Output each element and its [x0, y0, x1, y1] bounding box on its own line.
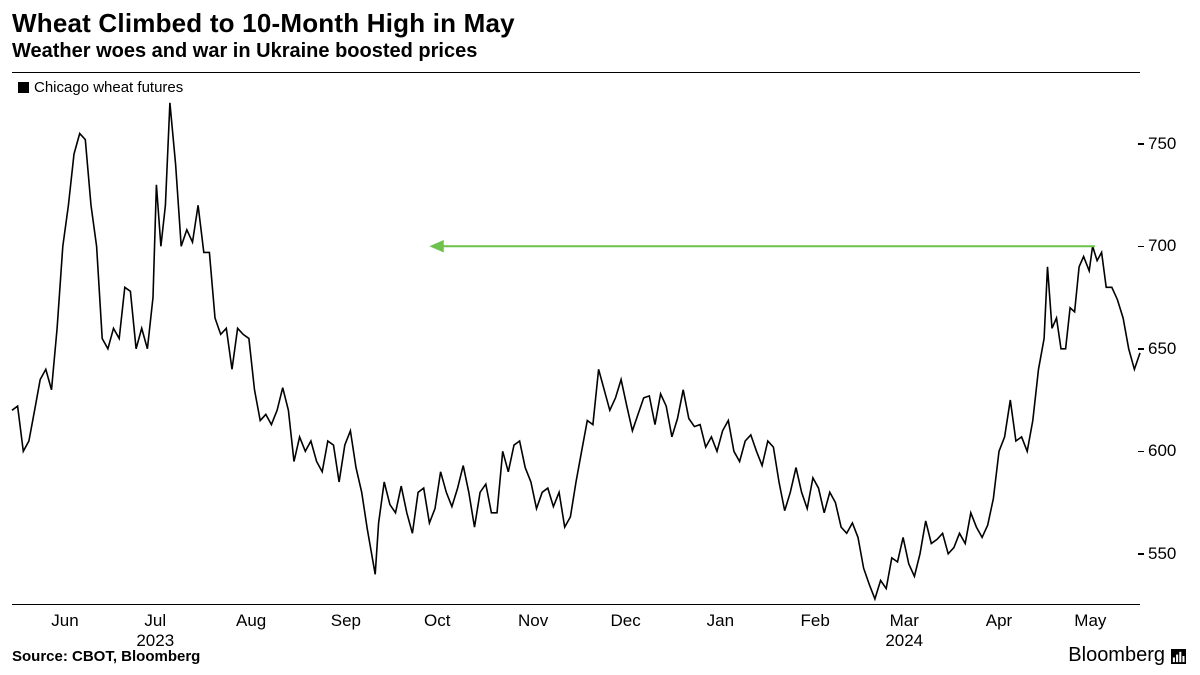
y-tick-label: 700 [1148, 236, 1176, 256]
y-tick [1138, 451, 1144, 453]
legend: Chicago wheat futures [14, 78, 187, 97]
x-year-label: 2024 [885, 631, 923, 651]
x-month-label: Feb [800, 611, 829, 631]
x-month-label: Dec [611, 611, 641, 631]
plot-area [12, 72, 1140, 605]
brand-icon [1171, 649, 1186, 664]
brand-label: Bloomberg [1068, 644, 1165, 667]
y-tick [1138, 553, 1144, 555]
chart-subtitle: Weather woes and war in Ukraine boosted … [12, 40, 477, 63]
y-tick [1138, 143, 1144, 145]
brand: Bloomberg [1068, 644, 1186, 667]
source-text: Source: CBOT, Bloomberg [12, 648, 200, 665]
y-tick-label: 550 [1148, 544, 1176, 564]
annotation-arrow [12, 72, 1140, 605]
x-month-label: Aug [236, 611, 266, 631]
y-tick [1138, 348, 1144, 350]
x-month-label: Sep [331, 611, 361, 631]
chart-title: Wheat Climbed to 10-Month High in May [12, 8, 515, 39]
x-month-label: Mar [890, 611, 919, 631]
y-tick [1138, 246, 1144, 248]
legend-swatch [18, 82, 29, 93]
x-month-label: May [1074, 611, 1106, 631]
y-tick-label: 600 [1148, 441, 1176, 461]
x-month-label: Jul [144, 611, 166, 631]
x-month-label: Jan [707, 611, 734, 631]
y-tick-label: 750 [1148, 134, 1176, 154]
x-month-label: Nov [518, 611, 548, 631]
legend-label: Chicago wheat futures [34, 79, 183, 96]
x-month-label: Apr [986, 611, 1012, 631]
chart-container: { "title": "Wheat Climbed to 10-Month Hi… [0, 0, 1200, 675]
x-axis-labels: JunJul2023AugSepOctNovDecJanFebMar2024Ap… [12, 607, 1140, 647]
x-month-label: Oct [424, 611, 450, 631]
x-month-label: Jun [51, 611, 78, 631]
y-tick-label: 650 [1148, 339, 1176, 359]
